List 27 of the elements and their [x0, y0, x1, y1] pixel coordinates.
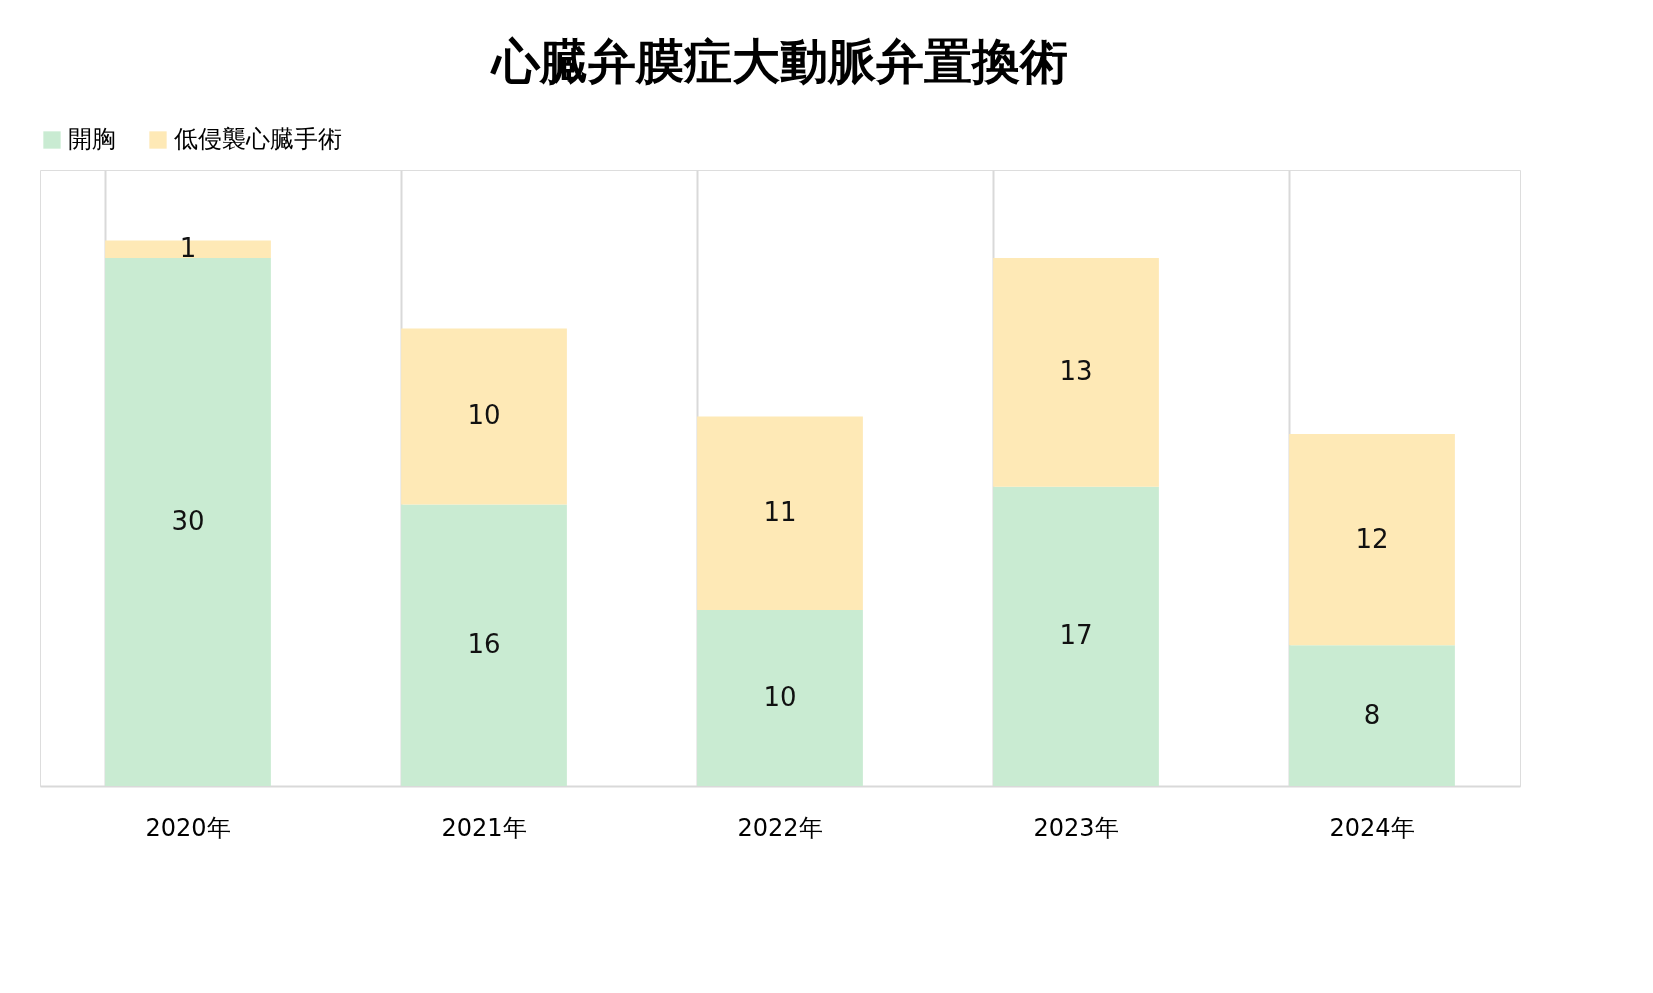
data-label: 10 — [467, 400, 501, 431]
data-label: 1 — [179, 233, 197, 264]
bar — [401, 504, 567, 786]
legend-label: 低侵襲心臓手術 — [174, 125, 342, 153]
data-label: 17 — [1059, 620, 1093, 651]
bar — [697, 610, 863, 786]
data-label: 11 — [763, 497, 797, 528]
x-tick-label: 2024年 — [1329, 813, 1415, 842]
bar — [1289, 434, 1455, 646]
x-tick-label: 2021年 — [441, 813, 527, 842]
data-label: 30 — [171, 506, 205, 536]
bar — [697, 416, 863, 610]
chart-title: 心臓弁膜症大動脈弁置換術 — [490, 33, 1068, 89]
x-tick-label: 2023年 — [1033, 813, 1119, 842]
bar — [993, 258, 1159, 487]
x-tick-label: 2020年 — [145, 813, 231, 842]
data-label: 13 — [1059, 356, 1093, 387]
bar — [401, 328, 567, 505]
data-label: 10 — [763, 682, 797, 712]
data-label: 12 — [1355, 523, 1389, 554]
data-label: 16 — [467, 629, 501, 660]
bar — [105, 258, 271, 786]
bar — [993, 486, 1159, 786]
legend-label: 開胸 — [68, 125, 116, 153]
data-label: 8 — [1363, 699, 1381, 730]
x-tick-label: 2022年 — [737, 813, 823, 842]
bar — [1289, 645, 1455, 786]
